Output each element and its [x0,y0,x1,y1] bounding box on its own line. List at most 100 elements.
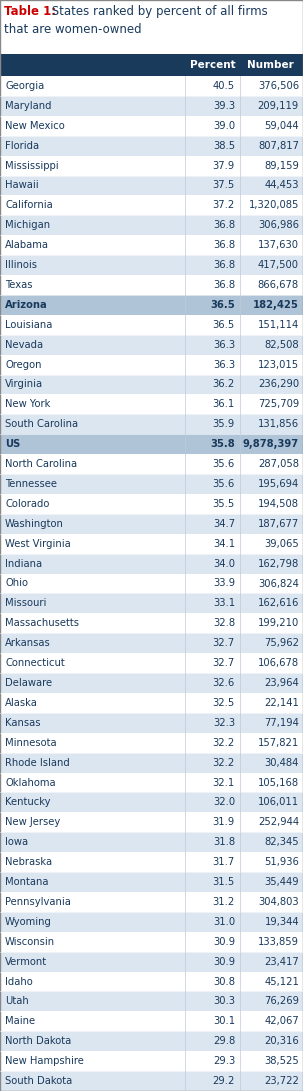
Text: 252,944: 252,944 [258,817,299,827]
Text: Wisconsin: Wisconsin [5,937,55,947]
Text: 20,316: 20,316 [264,1036,299,1046]
Text: 31.9: 31.9 [213,817,235,827]
Bar [0,872,303,892]
Text: New Jersey: New Jersey [5,817,60,827]
Text: Percent: Percent [190,60,235,70]
Text: 35.6: 35.6 [213,479,235,489]
Text: Nebraska: Nebraska [5,858,52,867]
Text: 38.5: 38.5 [213,141,235,151]
Bar [0,116,303,135]
Text: 30.9: 30.9 [213,937,235,947]
Text: Illinois: Illinois [5,260,37,271]
Bar [0,335,303,355]
Bar [0,355,303,374]
Text: 182,425: 182,425 [253,300,299,310]
Bar [0,374,303,395]
Text: 36.1: 36.1 [213,399,235,409]
Bar [0,454,303,473]
Bar [0,1052,303,1071]
Text: Utah: Utah [5,996,29,1006]
Text: Virginia: Virginia [5,380,43,389]
Text: 32.5: 32.5 [213,698,235,708]
Text: Mississippi: Mississippi [5,160,58,170]
Bar [0,156,303,176]
Bar [0,395,303,415]
Text: Alabama: Alabama [5,240,49,250]
Bar [0,892,303,912]
Text: 306,824: 306,824 [258,578,299,588]
Text: South Dakota: South Dakota [5,1076,72,1086]
Text: 82,508: 82,508 [265,339,299,350]
Text: 36.3: 36.3 [213,339,235,350]
Text: Oregon: Oregon [5,360,42,370]
Bar [0,992,303,1011]
Text: 40.5: 40.5 [213,81,235,91]
Text: 31.0: 31.0 [213,916,235,927]
Text: 35.5: 35.5 [213,499,235,508]
Text: 133,859: 133,859 [258,937,299,947]
Text: 30.3: 30.3 [213,996,235,1006]
Text: 151,114: 151,114 [258,320,299,329]
Text: 137,630: 137,630 [258,240,299,250]
Bar [0,434,303,454]
Text: Washington: Washington [5,519,64,529]
Text: 209,119: 209,119 [258,100,299,111]
Text: 32.2: 32.2 [213,738,235,747]
Text: West Virginia: West Virginia [5,539,71,549]
Bar [0,96,303,116]
Text: 36.5: 36.5 [213,320,235,329]
Text: 37.2: 37.2 [213,201,235,211]
Text: 29.8: 29.8 [213,1036,235,1046]
Text: 23,964: 23,964 [264,678,299,688]
Text: 32.0: 32.0 [213,798,235,807]
Text: 36.3: 36.3 [213,360,235,370]
Bar [0,1031,303,1052]
Text: Maryland: Maryland [5,100,52,111]
Text: 38,525: 38,525 [264,1056,299,1066]
Text: Connecticut: Connecticut [5,658,65,668]
Text: US: US [5,440,20,449]
Text: 162,616: 162,616 [258,598,299,609]
Bar [0,673,303,693]
Text: Texas: Texas [5,280,32,290]
Text: 34.7: 34.7 [213,519,235,529]
Text: 34.0: 34.0 [213,559,235,568]
Text: 51,936: 51,936 [264,858,299,867]
Text: 106,011: 106,011 [258,798,299,807]
Bar [0,654,303,673]
Text: Table 1:: Table 1: [4,5,56,17]
Text: Louisiana: Louisiana [5,320,52,329]
Text: New York: New York [5,399,50,409]
Text: Florida: Florida [5,141,39,151]
Text: Minnesota: Minnesota [5,738,57,747]
Text: 19,344: 19,344 [265,916,299,927]
Text: 32.2: 32.2 [213,757,235,768]
Bar [0,574,303,594]
Text: New Hampshire: New Hampshire [5,1056,84,1066]
Text: 131,856: 131,856 [258,419,299,429]
Text: 32.1: 32.1 [213,778,235,788]
Bar [0,473,303,494]
Bar [0,772,303,792]
Text: 236,290: 236,290 [258,380,299,389]
Text: Montana: Montana [5,877,48,887]
Text: 75,962: 75,962 [264,638,299,648]
Text: 32.7: 32.7 [213,658,235,668]
Text: 36.8: 36.8 [213,220,235,230]
Text: Kansas: Kansas [5,718,41,728]
Text: 157,821: 157,821 [258,738,299,747]
Text: 45,121: 45,121 [264,976,299,986]
Text: Idaho: Idaho [5,976,33,986]
Text: 34.1: 34.1 [213,539,235,549]
Text: 162,798: 162,798 [258,559,299,568]
Text: Delaware: Delaware [5,678,52,688]
Text: 32.7: 32.7 [213,638,235,648]
Text: 9,878,397: 9,878,397 [243,440,299,449]
Bar [0,633,303,654]
Text: 30.8: 30.8 [213,976,235,986]
Text: Iowa: Iowa [5,837,28,848]
Text: 32.8: 32.8 [213,619,235,628]
Text: Massachusetts: Massachusetts [5,619,79,628]
Bar [0,275,303,295]
Text: 30.1: 30.1 [213,1017,235,1027]
